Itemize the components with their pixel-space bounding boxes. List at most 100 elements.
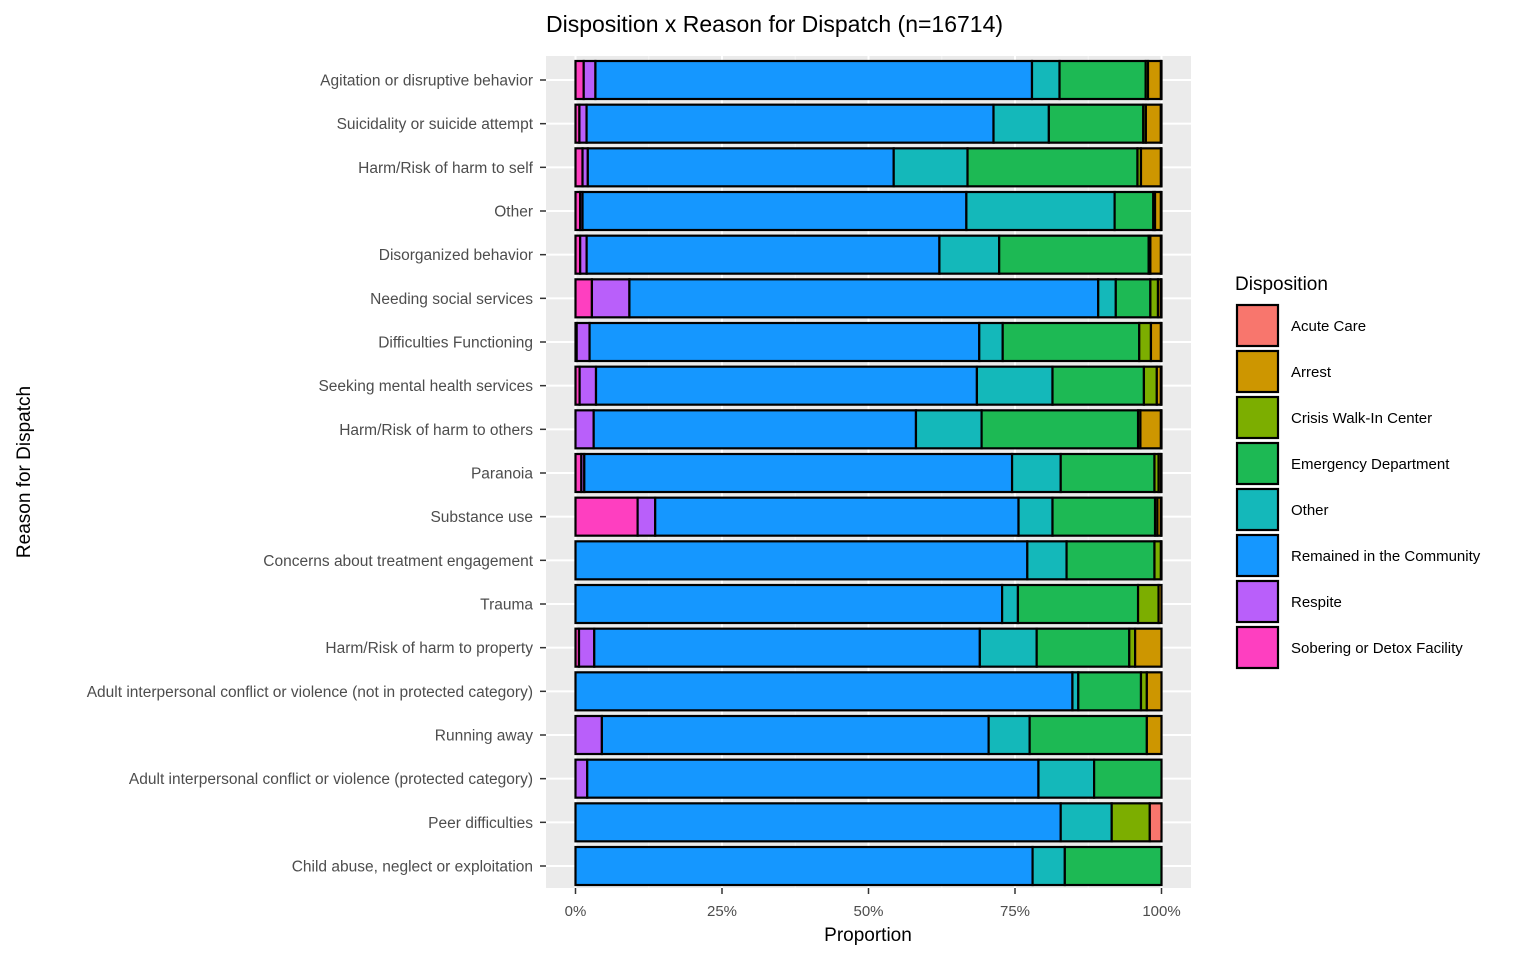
bar-segment-emergency-department (1059, 452, 1156, 494)
bar-segment-crisis-walk-in-center (1110, 802, 1151, 843)
bar-segment-arrest (1139, 409, 1163, 450)
bar-segment-emergency-department (1114, 278, 1152, 319)
bar-segment-other (1097, 278, 1117, 319)
bar-segment-emergency-department (1001, 321, 1141, 363)
bar-segment-acute-care (1159, 147, 1163, 188)
bar-segment-other (938, 234, 1001, 275)
bar-segment-emergency-department (1077, 671, 1143, 712)
bar-segment-arrest (1145, 714, 1163, 756)
bar-row (574, 758, 1163, 799)
category-label: Suicidality or suicide attempt (337, 116, 534, 133)
legend-label: Other (1291, 502, 1329, 519)
legend-item-emergency-department: Emergency Department (1235, 441, 1450, 486)
bar-segment-remained-in-the-community (594, 365, 979, 406)
legend-key (1235, 579, 1280, 624)
chart-title: Disposition x Reason for Dispatch (n=167… (546, 11, 1003, 37)
bar-segment-arrest (1134, 627, 1163, 668)
bar-segment-remained-in-the-community (574, 845, 1034, 887)
category-label: Child abuse, neglect or exploitation (292, 859, 533, 876)
legend-label: Acute Care (1291, 318, 1366, 335)
bar-segment-acute-care (1159, 278, 1163, 319)
bar-segment-remained-in-the-community (585, 103, 995, 144)
bar-segment-other (1017, 496, 1054, 537)
bar-segment-remained-in-the-community (583, 452, 1014, 494)
bar-segment-emergency-department (1028, 714, 1148, 756)
bar-segment-acute-care (1159, 59, 1163, 101)
category-label: Disorganized behavior (379, 247, 533, 264)
bar-segment-other (1059, 802, 1113, 843)
bar-segment-other (978, 627, 1038, 668)
legend-key (1235, 349, 1280, 394)
bar-segment-crisis-walk-in-center (1149, 278, 1160, 319)
bar-segment-arrest (1145, 671, 1163, 712)
bar-segment-arrest (1149, 234, 1163, 275)
legend-item-other: Other (1235, 487, 1329, 532)
bar-segment-other (1010, 452, 1062, 494)
bar-segment-acute-care (1159, 496, 1163, 537)
bar-segment-crisis-walk-in-center (1136, 583, 1160, 625)
x-tick-label: 100% (1142, 903, 1180, 920)
category-label: Agitation or disruptive behavior (320, 73, 533, 90)
bar-row (574, 190, 1163, 232)
bar-row (574, 583, 1163, 625)
bar-segment-emergency-department (1063, 845, 1163, 887)
legend-key (1235, 303, 1280, 348)
bar-segment-remained-in-the-community (600, 714, 990, 756)
legend-label: Crisis Walk-In Center (1291, 410, 1432, 427)
x-tick-label: 75% (1000, 903, 1030, 920)
bar-segment-acute-care (1159, 365, 1163, 406)
legend-key (1235, 395, 1280, 440)
bar-row (574, 802, 1163, 843)
bar-row (574, 147, 1163, 188)
bar-segment-sobering-or-detox-facility (574, 496, 639, 537)
x-axis-title: Proportion (824, 925, 912, 946)
category-label: Paranoia (471, 466, 533, 483)
bar-segment-remained-in-the-community (586, 147, 895, 188)
bars (574, 59, 1163, 887)
bar-row (574, 278, 1163, 319)
category-label: Harm/Risk of harm to self (358, 160, 534, 177)
x-tick-label: 50% (853, 903, 883, 920)
bar-segment-acute-care (1159, 103, 1163, 144)
bar-row (574, 540, 1163, 581)
bar-segment-acute-care (1159, 234, 1163, 275)
bar-segment-emergency-department (1113, 190, 1155, 232)
bar-segment-acute-care (1159, 321, 1163, 363)
bar-segment-arrest (1139, 147, 1163, 188)
bar-segment-other (965, 190, 1116, 232)
category-label: Needing social services (370, 291, 533, 308)
bar-row (574, 671, 1163, 712)
x-axis-labels: 0% 25% 50% 75% 100% (565, 888, 1181, 920)
bar-segment-emergency-department (1047, 103, 1145, 144)
bar-row (574, 496, 1163, 537)
bar-segment-respite (577, 627, 596, 668)
bar-segment-emergency-department (1016, 583, 1140, 625)
bar-segment-respite (636, 496, 657, 537)
bar-segment-acute-care (1148, 802, 1163, 843)
bar-segment-other (992, 103, 1050, 144)
bar-segment-remained-in-the-community (654, 496, 1020, 537)
legend-key (1235, 441, 1280, 486)
legend-title: Disposition (1235, 274, 1328, 295)
bar-row (574, 59, 1163, 101)
bar-segment-remained-in-the-community (593, 627, 981, 668)
bar-row (574, 714, 1163, 756)
category-label: Difficulties Functioning (378, 335, 533, 352)
category-label: Adult interpersonal conflict or violence… (129, 771, 533, 788)
bar-segment-arrest (1146, 59, 1163, 101)
bar-segment-arrest (1159, 540, 1163, 581)
legend-item-respite: Respite (1235, 579, 1342, 624)
bar-segment-arrest (1157, 583, 1163, 625)
legend-item-sobering-or-detox-facility: Sobering or Detox Facility (1235, 625, 1463, 670)
bar-segment-emergency-department (1093, 758, 1163, 799)
category-label: Trauma (480, 597, 533, 614)
category-label: Substance use (430, 509, 533, 526)
bar-segment-acute-care (1159, 452, 1163, 494)
y-axis-title: Reason for Dispatch (14, 386, 35, 558)
legend-label: Sobering or Detox Facility (1291, 640, 1463, 657)
bar-segment-respite (574, 409, 595, 450)
bar-segment-emergency-department (998, 234, 1150, 275)
legend-label: Respite (1291, 594, 1342, 611)
bar-segment-respite (575, 321, 591, 363)
